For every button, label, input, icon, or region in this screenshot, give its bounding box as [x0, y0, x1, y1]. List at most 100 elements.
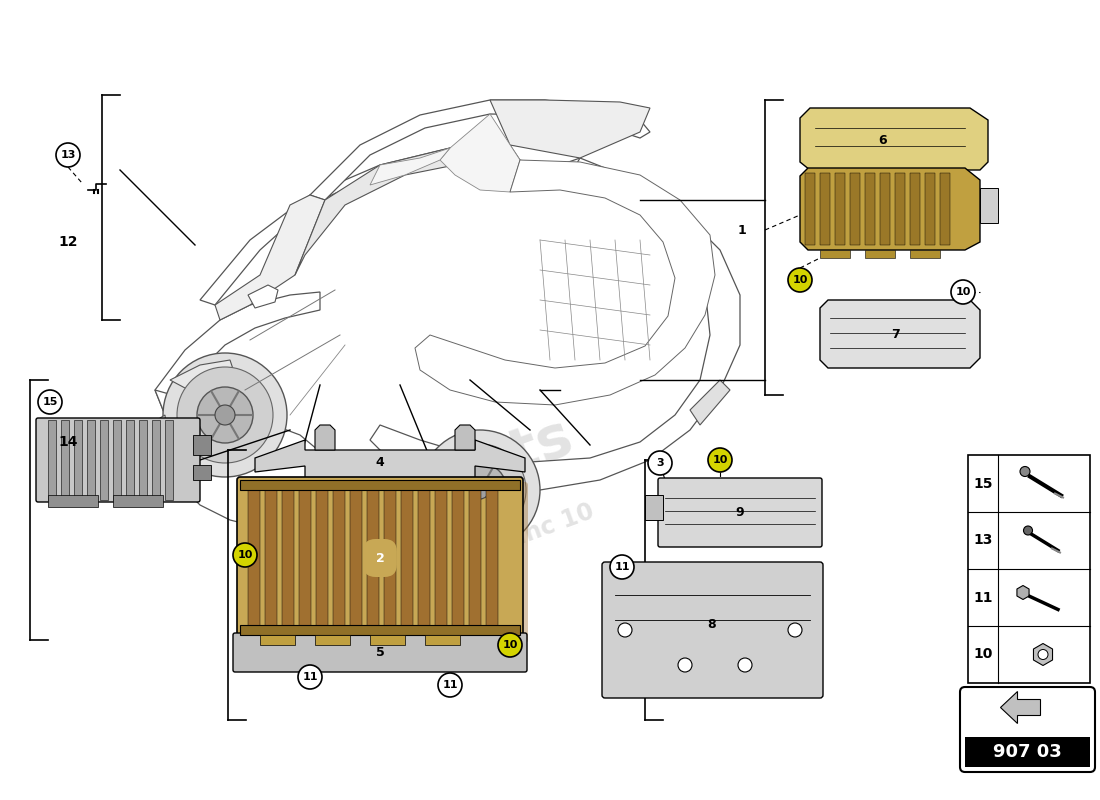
Polygon shape — [800, 108, 988, 170]
Text: 13: 13 — [60, 150, 76, 160]
Bar — [100, 420, 108, 500]
Bar — [880, 173, 890, 245]
Polygon shape — [170, 360, 235, 388]
Bar — [425, 635, 460, 645]
Circle shape — [708, 448, 732, 472]
Polygon shape — [1016, 586, 1030, 599]
Circle shape — [498, 633, 522, 657]
Polygon shape — [455, 425, 475, 450]
Circle shape — [56, 143, 80, 167]
Text: 907 03: 907 03 — [993, 743, 1062, 761]
Circle shape — [952, 280, 975, 304]
FancyBboxPatch shape — [602, 562, 823, 698]
Bar — [968, 455, 1090, 683]
Bar — [940, 173, 950, 245]
Polygon shape — [155, 292, 320, 415]
Circle shape — [648, 451, 672, 475]
Bar — [48, 495, 98, 507]
Polygon shape — [214, 195, 324, 320]
Circle shape — [738, 658, 752, 672]
Bar — [48, 420, 56, 500]
Bar — [282, 486, 294, 629]
Text: 6: 6 — [879, 134, 888, 146]
Bar — [418, 486, 430, 629]
Bar — [333, 486, 345, 629]
Bar — [402, 486, 412, 629]
Text: 14: 14 — [58, 435, 78, 449]
Circle shape — [197, 387, 253, 443]
Bar — [452, 486, 464, 629]
Bar — [469, 486, 481, 629]
Bar — [74, 420, 82, 500]
Bar — [965, 737, 1090, 767]
Circle shape — [618, 623, 632, 637]
FancyBboxPatch shape — [36, 418, 200, 502]
Text: 10: 10 — [238, 550, 253, 560]
Text: euroParts: euroParts — [258, 408, 581, 572]
Polygon shape — [200, 145, 580, 305]
Bar — [805, 173, 815, 245]
Text: 12: 12 — [58, 235, 78, 249]
Circle shape — [788, 623, 802, 637]
Circle shape — [298, 665, 322, 689]
Bar — [486, 486, 498, 629]
Circle shape — [214, 405, 235, 425]
Circle shape — [1023, 526, 1033, 535]
Text: 15: 15 — [974, 477, 992, 490]
Circle shape — [177, 367, 273, 463]
Bar — [434, 486, 447, 629]
FancyBboxPatch shape — [242, 482, 528, 643]
Bar — [113, 495, 163, 507]
Bar — [192, 465, 211, 480]
Bar — [350, 486, 362, 629]
Text: 11: 11 — [302, 672, 318, 682]
Bar — [370, 635, 405, 645]
Polygon shape — [155, 390, 350, 530]
Text: 11: 11 — [442, 680, 458, 690]
Text: 3: 3 — [657, 458, 663, 468]
Bar — [260, 635, 295, 645]
Bar — [192, 435, 211, 455]
Circle shape — [438, 673, 462, 697]
Polygon shape — [370, 158, 740, 490]
Text: 13: 13 — [974, 534, 992, 547]
Bar — [240, 480, 520, 490]
Polygon shape — [415, 160, 715, 405]
Text: 8: 8 — [707, 618, 716, 631]
Polygon shape — [310, 100, 650, 200]
Bar — [152, 420, 160, 500]
Polygon shape — [690, 380, 730, 425]
Circle shape — [233, 543, 257, 567]
Bar — [835, 173, 845, 245]
Polygon shape — [255, 440, 525, 480]
Bar — [645, 495, 663, 520]
Bar — [820, 173, 830, 245]
Text: 5: 5 — [375, 646, 384, 659]
Polygon shape — [248, 285, 278, 308]
FancyBboxPatch shape — [236, 477, 522, 638]
Bar — [865, 173, 874, 245]
Circle shape — [610, 555, 634, 579]
Circle shape — [434, 444, 526, 536]
Circle shape — [788, 268, 812, 292]
Text: 9: 9 — [736, 506, 745, 519]
Text: 1: 1 — [738, 223, 747, 237]
Text: 4: 4 — [375, 457, 384, 470]
Polygon shape — [1001, 691, 1041, 723]
Bar — [139, 420, 147, 500]
Polygon shape — [800, 168, 980, 250]
Polygon shape — [160, 415, 185, 490]
FancyBboxPatch shape — [658, 478, 822, 547]
Bar — [315, 635, 350, 645]
Circle shape — [453, 463, 507, 517]
Polygon shape — [315, 425, 336, 450]
Bar — [895, 173, 905, 245]
Circle shape — [1038, 650, 1048, 659]
Polygon shape — [820, 300, 980, 368]
Circle shape — [39, 390, 62, 414]
FancyBboxPatch shape — [960, 687, 1094, 772]
Polygon shape — [490, 100, 650, 158]
Circle shape — [163, 353, 287, 477]
Bar — [980, 188, 998, 223]
Bar — [248, 486, 260, 629]
